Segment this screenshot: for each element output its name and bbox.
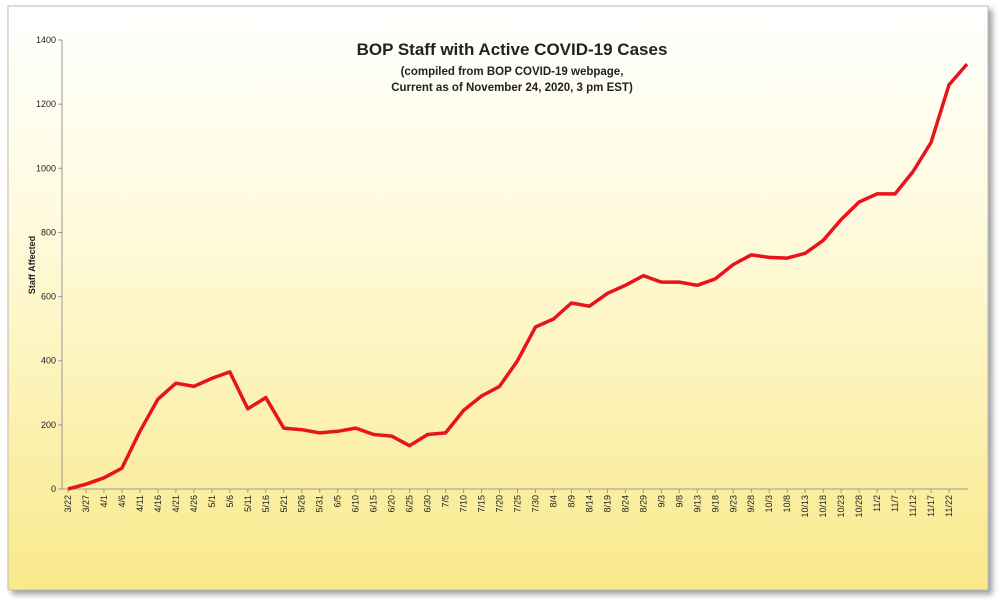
x-tick-label: 3/27 [81, 495, 91, 513]
x-tick-label: 8/14 [584, 495, 594, 513]
x-tick-label: 6/10 [351, 495, 361, 513]
x-tick-label: 5/6 [225, 495, 235, 508]
x-tick-label: 8/4 [548, 495, 558, 508]
x-tick-label: 9/18 [710, 495, 720, 513]
x-tick-label: 11/7 [890, 495, 900, 512]
x-tick-label: 9/23 [728, 495, 738, 513]
x-tick-label: 4/1 [99, 495, 109, 508]
x-tick-label: 5/11 [243, 495, 253, 512]
x-tick-label: 4/6 [117, 495, 127, 508]
x-tick-label: 8/24 [620, 495, 630, 513]
chart-subtitle: Current as of November 24, 2020, 3 pm ES… [391, 82, 633, 94]
x-tick-label: 6/5 [333, 495, 343, 508]
y-tick-label: 1200 [36, 99, 56, 109]
chart-panel [7, 5, 989, 591]
x-tick-label: 4/26 [189, 495, 199, 513]
x-tick-label: 5/26 [297, 495, 307, 513]
x-tick-label: 6/30 [423, 495, 433, 513]
chart-subtitle: (compiled from BOP COVID-19 webpage, [401, 66, 624, 78]
x-tick-label: 6/25 [405, 495, 415, 513]
x-tick-label: 5/21 [279, 495, 289, 513]
data-line [67, 62, 969, 491]
y-tick-label: 400 [41, 356, 56, 366]
x-tick-label: 9/13 [692, 495, 702, 513]
x-tick-label: 10/28 [854, 495, 864, 518]
x-tick-label: 7/10 [459, 495, 469, 513]
x-tick-label: 7/25 [513, 495, 523, 513]
x-tick-label: 4/16 [153, 495, 163, 513]
x-tick-label: 11/2 [872, 495, 882, 512]
x-tick-label: 8/29 [638, 495, 648, 513]
x-tick-label: 4/11 [135, 495, 145, 512]
x-tick-label: 5/16 [261, 495, 271, 513]
x-tick-label: 8/19 [602, 495, 612, 513]
y-tick-label: 800 [41, 227, 56, 237]
y-tick-label: 600 [41, 292, 56, 302]
chart-title: BOP Staff with Active COVID-19 Cases [357, 40, 668, 59]
x-tick-label: 7/30 [530, 495, 540, 513]
x-tick-label: 5/31 [315, 495, 325, 513]
x-tick-label: 7/5 [441, 495, 451, 508]
x-tick-label: 10/3 [764, 495, 774, 513]
y-axis-title: Staff Affected [27, 236, 37, 294]
x-tick-label: 10/13 [800, 495, 810, 518]
x-tick-label: 9/8 [674, 495, 684, 508]
x-tick-label: 4/21 [171, 495, 181, 513]
x-tick-label: 7/15 [477, 495, 487, 513]
x-tick-label: 11/22 [944, 495, 954, 517]
x-tick-label: 9/3 [656, 495, 666, 508]
x-tick-label: 11/12 [908, 495, 918, 517]
x-tick-label: 3/22 [63, 495, 73, 513]
x-tick-label: 6/15 [369, 495, 379, 513]
y-tick-label: 200 [41, 420, 56, 430]
x-tick-label: 9/28 [746, 495, 756, 513]
y-tick-label: 1000 [36, 163, 56, 173]
y-tick-label: 1400 [36, 35, 56, 45]
y-tick-label: 0 [51, 484, 56, 494]
x-tick-label: 10/18 [818, 495, 828, 518]
x-tick-label: 5/1 [207, 495, 217, 508]
x-tick-label: 10/8 [782, 495, 792, 513]
x-tick-label: 8/9 [566, 495, 576, 508]
x-tick-label: 10/23 [836, 495, 846, 518]
x-tick-label: 7/20 [495, 495, 505, 513]
x-tick-label: 11/17 [926, 495, 936, 517]
x-tick-label: 6/20 [387, 495, 397, 513]
